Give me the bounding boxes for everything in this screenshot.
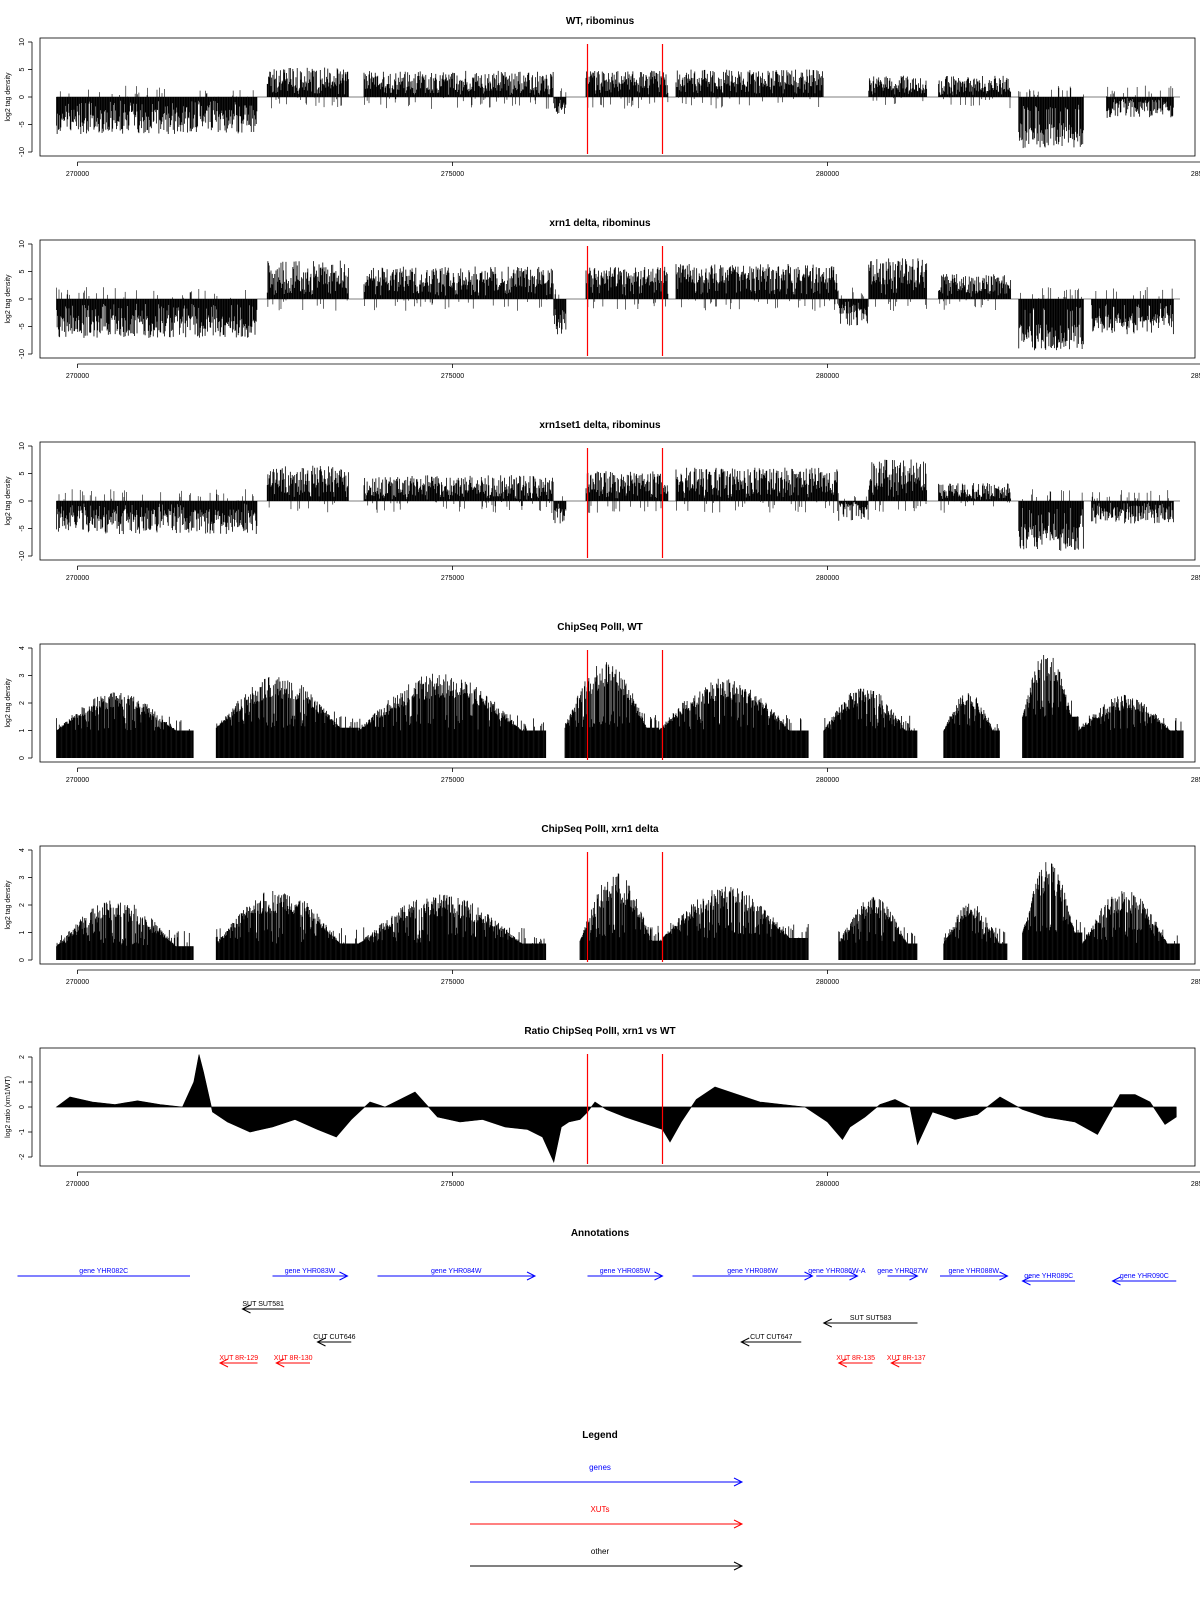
y-tick-label: 5 [19, 269, 26, 273]
panel-title: WT, ribominus [566, 16, 635, 27]
x-tick-label: 275000 [441, 575, 464, 582]
data-bars [56, 258, 1180, 351]
x-tick-label: 280000 [816, 171, 839, 178]
x-tick-label: 270000 [66, 373, 89, 380]
y-tick-label: 0 [19, 297, 26, 301]
x-tick-label: 285000 [1191, 575, 1200, 582]
y-axis-label: log2 tag density [5, 274, 12, 324]
x-tick-label: 275000 [441, 373, 464, 380]
x-tick-label: 275000 [441, 171, 464, 178]
y-axis-label: log2 tag density [5, 476, 12, 526]
y-tick-label: -10 [19, 349, 26, 359]
panel-title: xrn1 delta, ribominus [549, 218, 651, 229]
x-tick-label: 270000 [66, 575, 89, 582]
data-bars [56, 459, 1180, 551]
y-tick-label: -10 [19, 551, 26, 561]
y-tick-label: -5 [19, 323, 26, 329]
y-tick-label: 10 [19, 240, 26, 248]
panel-2: xrn1set1 delta, ribominus 10 5 0 -5 -10 log2 t… [5, 420, 1200, 582]
panel-0: WT, ribominus 10 5 0 -5 -10 log2 tag density 27… [5, 16, 1200, 178]
x-tick-label: 285000 [1191, 171, 1200, 178]
plot-frame [39, 441, 1196, 561]
y-tick-label: 10 [19, 442, 26, 450]
y-tick-label: 0 [19, 499, 26, 503]
y-tick-label: -10 [19, 147, 26, 157]
y-tick-label: 10 [19, 38, 26, 46]
panel-title: xrn1set1 delta, ribominus [539, 420, 661, 431]
x-tick-label: 285000 [1191, 373, 1200, 380]
y-tick-label: -5 [19, 525, 26, 531]
plot-frame [39, 239, 1196, 359]
data-bars [56, 67, 1180, 149]
x-tick-label: 280000 [816, 575, 839, 582]
y-tick-label: 5 [19, 471, 26, 475]
y-axis-label: log2 tag density [5, 72, 12, 122]
plot-frame [39, 37, 1196, 157]
y-tick-label: 0 [19, 95, 26, 99]
panel-1: xrn1 delta, ribominus 10 5 0 -5 -10 log2 tag d… [5, 218, 1200, 380]
x-tick-label: 270000 [66, 171, 89, 178]
y-tick-label: -5 [19, 121, 26, 127]
x-tick-label: 280000 [816, 373, 839, 380]
y-tick-label: 5 [19, 67, 26, 71]
